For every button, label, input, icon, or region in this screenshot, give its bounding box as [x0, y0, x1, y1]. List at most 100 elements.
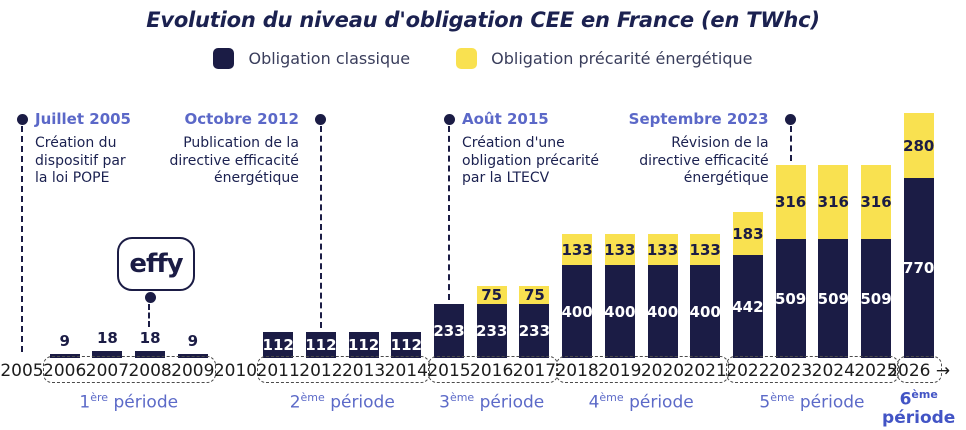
- bar-classique-2014: 112: [390, 332, 422, 358]
- timeline-event-text: Révision de la: [671, 135, 769, 151]
- axis-year: 2010: [213, 361, 258, 381]
- bar-value-classique: 112: [390, 336, 422, 354]
- axis-year: 2006: [43, 361, 87, 381]
- axis-year: 2015: [427, 361, 471, 381]
- bar-precarite-2024: 316: [817, 165, 849, 239]
- bar-classique-2007: [92, 351, 123, 358]
- period-label: 3ème période: [439, 391, 545, 413]
- timeline-event-text: directive efficacité: [169, 152, 299, 169]
- timeline-dot: [443, 114, 455, 125]
- bar-classique-2025: 509: [860, 239, 892, 358]
- bar-classique-2023: 509: [774, 239, 807, 358]
- bar-classique-2019: 400: [604, 265, 636, 358]
- timeline-event-text: par la LTECV: [462, 170, 550, 186]
- axis-year: 2012: [299, 361, 343, 381]
- timeline-dashed-line: [21, 126, 23, 352]
- timeline-event-text: obligation précarité: [462, 152, 599, 169]
- axis-group-box: [43, 356, 217, 383]
- axis-group-box: [555, 356, 729, 383]
- axis-year: 2008: [128, 361, 172, 381]
- timeline-event-text: énergétique: [683, 170, 769, 186]
- bar-value-classique: 400: [604, 302, 636, 321]
- bar-value-precarite: 75: [481, 286, 503, 304]
- timeline-dashed-line: [448, 126, 450, 300]
- timeline-event: Septembre 2023 Révision de la directive ef…: [609, 110, 769, 188]
- timeline-event-text: Création du: [35, 135, 117, 151]
- bar-value-precarite: 183: [732, 224, 764, 243]
- bar-value-precarite: 133: [604, 240, 636, 259]
- bar-classique-2021: 400: [689, 265, 721, 358]
- axis-year: 2024: [811, 361, 855, 381]
- effy-logo-text: effy: [129, 249, 183, 279]
- bar-classique-2022: 442: [732, 255, 764, 358]
- bar-classique-2018: 400: [561, 265, 593, 358]
- bar-value-classique: 112: [262, 336, 294, 354]
- axis-year: 2020: [640, 361, 685, 381]
- timeline-event: Août 2015 Création d'une obligation précar…: [462, 110, 622, 188]
- bar-precarite-2023: 316: [774, 165, 807, 239]
- bar-value-classique: 18: [96, 329, 118, 347]
- bar-value-precarite: 316: [817, 193, 849, 211]
- bar-value-precarite: 133: [689, 240, 721, 259]
- legend-label: Obligation classique: [248, 49, 411, 68]
- bar-precarite-2020: 133: [647, 234, 678, 265]
- axis-year: 2014: [384, 361, 428, 381]
- bar-value-classique: 233: [476, 322, 508, 340]
- bar-value-precarite: 316: [860, 193, 892, 211]
- effy-dashed-line: [148, 304, 150, 327]
- timeline-event-text: directive efficacité: [639, 152, 769, 169]
- timeline-event: Octobre 2012 Publication de la directive e…: [139, 110, 299, 188]
- timeline-event-text: la loi POPE: [35, 170, 110, 186]
- bar-precarite-2018: 133: [561, 234, 593, 265]
- bar-value-classique: 770: [903, 259, 935, 277]
- axis-year: 2018: [555, 361, 599, 381]
- bar-classique-2024: 509: [818, 239, 849, 358]
- timeline-event: Juillet 2005 Création du dispositif par la …: [35, 110, 195, 188]
- axis-year: 2005: [0, 361, 44, 381]
- axis-year: 2023: [768, 361, 813, 381]
- period-label: 5ème période: [759, 391, 865, 413]
- timeline-dashed-line: [789, 126, 792, 161]
- legend-label: Obligation précarité énergétique: [491, 49, 753, 68]
- period-label: 1ère période: [79, 391, 179, 413]
- axis-group-box: [726, 356, 900, 383]
- axis-year: 2022: [726, 361, 770, 381]
- bar-value-classique: 9: [59, 332, 70, 350]
- bar-precarite-2025: 316: [860, 165, 892, 239]
- bar-classique-2013: 112: [347, 332, 380, 358]
- bar-classique-2012: 112: [305, 332, 337, 358]
- axis-year: 2017: [512, 361, 557, 381]
- period-label: 2ème période: [289, 391, 395, 413]
- bar-value-classique: 509: [860, 289, 892, 308]
- legend-swatch-precarite: [456, 48, 478, 69]
- timeline-event-text: Publication de la: [183, 135, 299, 151]
- bar-value-precarite: 133: [561, 240, 593, 259]
- bar-value-classique: 509: [774, 289, 807, 308]
- axis-year: 2021: [683, 361, 727, 381]
- legend-item: Obligation précarité énergétique: [456, 48, 753, 69]
- timeline-event-date: Septembre 2023: [628, 110, 769, 128]
- bar-classique-2011: 112: [262, 332, 294, 358]
- bar-value-classique: 400: [646, 302, 679, 321]
- bar-precarite-2021: 133: [689, 234, 721, 265]
- legend-item: Obligation classique: [213, 48, 410, 69]
- bar-value-classique: 18: [139, 329, 161, 347]
- legend: Obligation classique Obligation précarité…: [0, 48, 966, 69]
- bar-value-classique: 112: [347, 336, 380, 354]
- timeline-event-text: Création d'une: [462, 135, 565, 151]
- timeline-event-text: énergétique: [214, 170, 299, 186]
- axis-group-box: [897, 356, 943, 383]
- legend-swatch-classique: [213, 48, 235, 69]
- bar-classique-2020: 400: [646, 265, 679, 358]
- bar-value-classique: 400: [689, 302, 721, 321]
- bar-classique-2008: [135, 351, 166, 358]
- timeline-dot: [785, 114, 797, 125]
- bar-precarite-2026: 280: [903, 113, 934, 178]
- period-label: 6ème période: [882, 388, 956, 428]
- axis-group-box: [427, 356, 558, 383]
- bar-value-precarite: 75: [523, 286, 545, 304]
- bar-value-precarite: 316: [774, 193, 807, 211]
- timeline-event-date: Octobre 2012: [184, 110, 299, 128]
- bar-value-classique: 233: [518, 322, 551, 340]
